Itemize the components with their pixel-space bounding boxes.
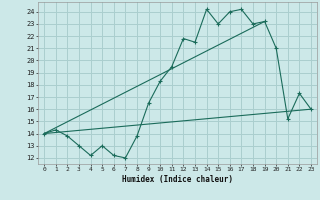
X-axis label: Humidex (Indice chaleur): Humidex (Indice chaleur) (122, 175, 233, 184)
